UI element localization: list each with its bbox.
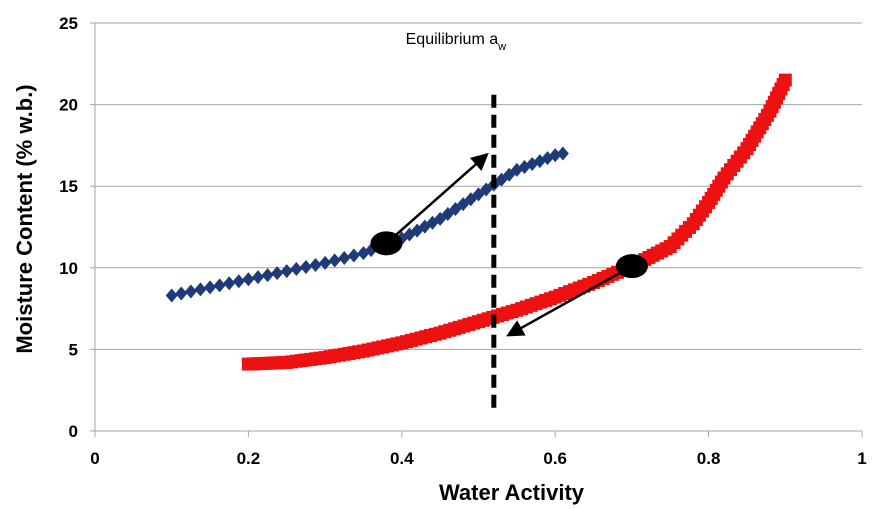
data-point [347, 248, 360, 263]
x-axis-title: Water Activity [439, 480, 585, 505]
x-tick-label: 1 [857, 449, 866, 468]
data-point [280, 264, 293, 279]
overlay-layer [370, 94, 648, 410]
data-point [204, 280, 217, 295]
labels-layer: 0 5 10 15 20 25 0 0.2 0.4 0.6 0.8 1 Water Activity Mo… [12, 14, 867, 505]
data-point [194, 282, 207, 297]
axes [90, 22, 863, 437]
data-point [251, 270, 264, 285]
highlight-point [370, 231, 403, 256]
data-point [549, 148, 562, 163]
y-tick-label: 25 [59, 14, 78, 33]
data-point [232, 274, 245, 289]
data-point [271, 266, 284, 281]
data-point [556, 146, 569, 161]
x-tick-label: 0.8 [697, 449, 721, 468]
arrow [385, 152, 489, 245]
data-point [223, 276, 236, 291]
y-tick-label: 5 [69, 340, 78, 359]
series-1 [241, 73, 792, 371]
y-axis-title: Moisture Content (% w.b.) [12, 84, 37, 353]
data-point [165, 288, 178, 303]
x-tick-label: 0 [90, 449, 99, 468]
x-tick-label: 0.6 [543, 449, 567, 468]
x-tick-label: 0.4 [390, 449, 414, 468]
data-point [319, 255, 332, 270]
highlight-point [615, 254, 648, 279]
data-point [299, 259, 312, 274]
data-point [184, 284, 197, 299]
x-tick-label: 0.2 [237, 449, 261, 468]
data-point [778, 73, 792, 87]
y-tick-label: 20 [59, 96, 78, 115]
y-tick-label: 10 [59, 259, 78, 278]
data-point [290, 262, 303, 277]
series-0 [165, 146, 569, 303]
gridlines [95, 22, 862, 350]
data-point [328, 253, 341, 268]
data-point [338, 251, 351, 266]
series-layer [165, 73, 792, 371]
data-point [213, 278, 226, 293]
data-point [175, 286, 188, 301]
arrow [506, 265, 633, 337]
data-point [242, 272, 255, 287]
data-point [309, 257, 322, 272]
data-point [261, 268, 274, 283]
y-tick-label: 15 [59, 177, 78, 196]
equilibrium-label: Equilibrium aw [406, 31, 506, 53]
y-tick-label: 0 [69, 422, 78, 441]
